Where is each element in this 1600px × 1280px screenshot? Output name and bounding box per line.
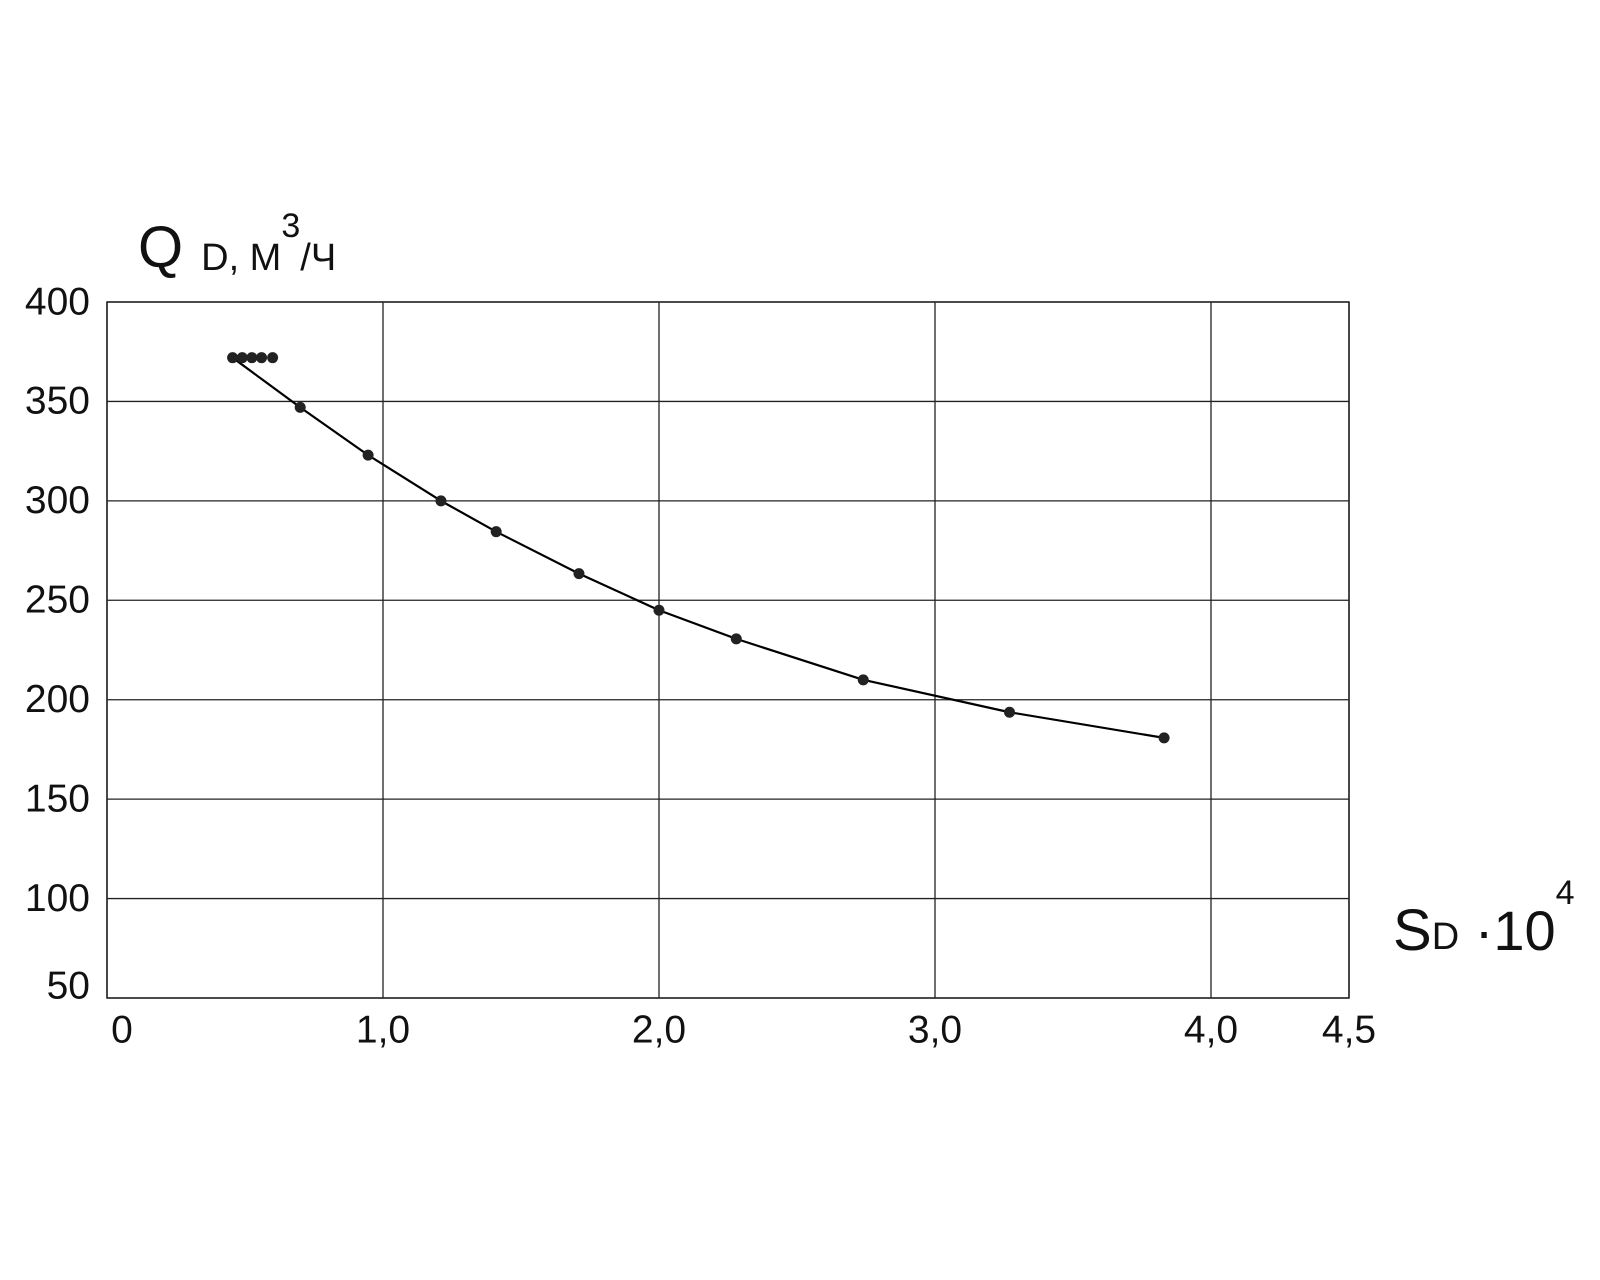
y-tick-label: 400 xyxy=(25,280,90,323)
data-point xyxy=(256,352,268,364)
x-tick-label: 4,5 xyxy=(1322,1008,1376,1051)
x-tick-label: 2,0 xyxy=(632,1008,686,1051)
data-point xyxy=(246,352,258,364)
x-tick-label: 1,0 xyxy=(356,1008,410,1051)
data-point xyxy=(857,674,869,686)
x-tick-label: 0 xyxy=(111,1008,133,1051)
data-point xyxy=(294,401,306,413)
data-point xyxy=(1158,732,1170,744)
data-point xyxy=(573,568,585,580)
y-tick-label: 300 xyxy=(25,479,90,522)
x-label-main: S xyxy=(1393,898,1432,963)
data-point xyxy=(1004,706,1016,718)
y-tick-label: 200 xyxy=(25,678,90,721)
y-label-sup: 3 xyxy=(281,207,300,245)
x-label-sup: 4 xyxy=(1556,874,1575,912)
x-label-rest: ·10 xyxy=(1459,899,1556,962)
y-label-sub: D, М xyxy=(201,237,281,279)
x-axis-label: SD ·104 xyxy=(1393,874,1575,963)
data-point xyxy=(730,633,742,645)
plot-frame xyxy=(106,301,1350,999)
data-point xyxy=(227,352,239,364)
data-point xyxy=(267,352,279,364)
x-tick-label: 3,0 xyxy=(908,1008,962,1051)
data-point xyxy=(236,352,248,364)
y-label-main: Q xyxy=(138,215,183,280)
data-point xyxy=(362,449,374,461)
y-tick-label: 100 xyxy=(25,877,90,920)
data-line xyxy=(231,356,1165,739)
y-tick-label: 250 xyxy=(25,579,90,622)
data-point xyxy=(653,604,665,616)
y-label-rest: /Ч xyxy=(300,237,336,279)
y-axis-label: Q D, М3/Ч xyxy=(138,207,336,280)
data-point xyxy=(490,526,502,538)
y-tick-label: 150 xyxy=(25,777,90,820)
y-tick-label: 50 xyxy=(47,964,90,1007)
y-tick-label: 350 xyxy=(25,380,90,423)
data-point xyxy=(435,495,447,507)
x-tick-label: 4,0 xyxy=(1184,1008,1238,1051)
x-label-sub: D xyxy=(1432,916,1459,958)
